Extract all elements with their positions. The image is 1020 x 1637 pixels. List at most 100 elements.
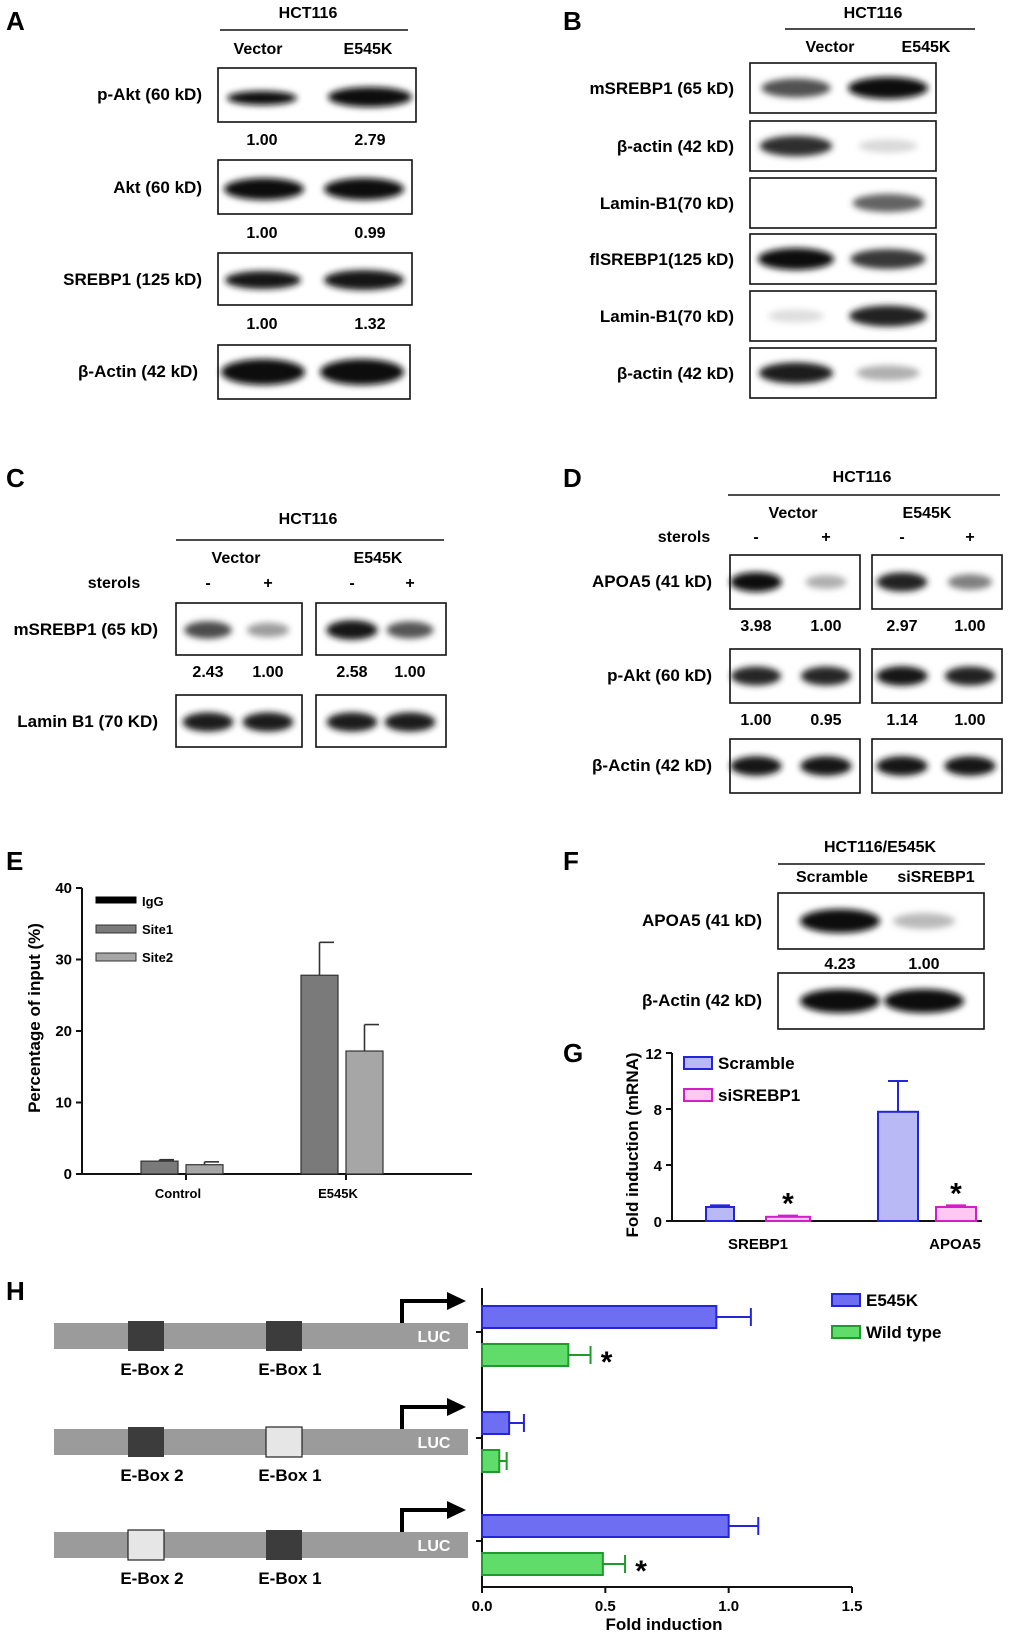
band: [884, 989, 964, 1013]
panel-h-chart: Fold induction 0.0 0.5 1.0 1.5 E-Box 2 E-Box …: [54, 1288, 941, 1634]
panel-e-legend-label: Site1: [142, 922, 173, 937]
e-box-2-label: E-Box 2: [120, 1466, 183, 1485]
panel-h-x-tick-label: 0.0: [472, 1598, 493, 1615]
luc-label: LUC: [418, 1435, 451, 1452]
band: [761, 78, 831, 98]
panel-a-lane-vector: Vector: [234, 41, 283, 58]
panel-f-lane-sisrebp1: siSREBP1: [897, 869, 974, 886]
promoter-construct: [54, 1429, 468, 1455]
panel-e-y-tick-label: 30: [55, 952, 72, 969]
band: [852, 193, 924, 213]
panel-g-y-tick-label: 8: [654, 1102, 662, 1119]
panel-d-quant: 1.00: [810, 618, 841, 635]
luc-label: LUC: [418, 1329, 451, 1346]
panel-a-quant-3a: 1.00: [246, 316, 277, 333]
panel-d-row-label: p-Akt (60 kD): [607, 666, 712, 685]
panel-e-chart: Percentage of input (%) 0 10 20 30 40 Control…: [25, 880, 472, 1201]
panel-d-lane-e545k: E545K: [903, 505, 952, 522]
panel-d-sterols-minus-1: -: [753, 529, 758, 546]
panel-d-quant: 1.00: [740, 712, 771, 729]
panel-a-quant-2b: 0.99: [354, 225, 385, 242]
e-box-1-intact: [266, 1530, 302, 1560]
promoter-construct: [54, 1323, 468, 1349]
panel-h-significance: *: [601, 1346, 613, 1379]
panel-d-lane-vector: Vector: [769, 505, 818, 522]
panel-letter-d: D: [563, 463, 582, 493]
band: [848, 77, 928, 99]
band: [320, 359, 404, 385]
promoter-arrow: [400, 1299, 450, 1323]
panel-b-row-label: mSREBP1 (65 kD): [589, 79, 734, 98]
band: [850, 248, 926, 270]
panel-d-blot: HCT116 Vector E545K sterols - + - +: [658, 469, 1000, 546]
panel-b-cell-line: HCT116: [844, 5, 903, 22]
panel-d-quant: 0.95: [810, 712, 841, 729]
band: [246, 622, 290, 638]
panel-f-lane-scramble: Scramble: [796, 869, 868, 886]
panel-a-quant-3b: 1.32: [354, 316, 385, 333]
band: [184, 621, 232, 639]
panel-a-row-label-1: p-Akt (60 kD): [97, 85, 202, 104]
panel-f-cell-line: HCT116/E545K: [824, 839, 937, 856]
panel-a-cell-line: HCT116: [279, 5, 338, 22]
band: [730, 756, 782, 776]
arrowhead-icon: [447, 1501, 466, 1519]
panel-g-chart: Fold induction (mRNA) 0 4 8 12 SREBP1 * APOA5 *…: [623, 1046, 982, 1253]
band: [758, 248, 834, 270]
panel-f-blot: HCT116/E545K Scramble siSREBP1: [778, 839, 985, 886]
panel-h-x-tick-label: 1.5: [842, 1598, 863, 1615]
e-box-1-intact: [266, 1321, 302, 1351]
e-box-1-mutated: [265, 1426, 303, 1458]
panel-h-bar: [481, 1411, 511, 1435]
band: [944, 666, 996, 686]
panel-f-rows: APOA5 (41 kD) 4.23 1.00 β-Actin (42 kD): [642, 892, 985, 1030]
panel-g-y-tick-label: 0: [654, 1214, 662, 1231]
panel-c-row-label: Lamin B1 (70 KD): [17, 712, 158, 731]
panel-e-y-tick-label: 40: [55, 880, 72, 897]
panel-d-sterols-minus-2: -: [899, 529, 904, 546]
panel-letter-f: F: [563, 846, 579, 876]
panel-h-legend-swatch: [831, 1293, 861, 1307]
panel-h-bar: [481, 1343, 570, 1367]
panel-h-legend-swatch: [831, 1325, 861, 1339]
panel-b-row-label: β-actin (42 kD): [617, 364, 734, 383]
panel-b-row-label: Lamin-B1(70 kD): [600, 307, 734, 326]
panel-c-quant: 1.00: [252, 664, 283, 681]
arrowhead-icon: [447, 1292, 466, 1310]
band: [328, 87, 412, 107]
panel-d-cell-line: HCT116: [833, 469, 892, 486]
band: [324, 270, 404, 290]
band: [947, 574, 993, 590]
panel-d-row-label: β-Actin (42 kD): [592, 756, 712, 775]
panel-a-row-label-3: SREBP1 (125 kD): [63, 270, 202, 289]
panel-b-lane-e545k: E545K: [902, 39, 951, 56]
e-box-2-label: E-Box 2: [120, 1569, 183, 1588]
band: [858, 139, 918, 153]
panel-b-lane-vector: Vector: [806, 39, 855, 56]
band: [876, 666, 928, 686]
panel-b-row-label: β-actin (42 kD): [617, 137, 734, 156]
panel-g-x-tick-label: APOA5: [929, 1236, 981, 1253]
panel-g-legend-label: siSREBP1: [718, 1086, 800, 1105]
promoter-arrow: [400, 1508, 450, 1532]
panel-g-significance: *: [950, 1177, 962, 1210]
band: [730, 666, 782, 686]
panel-a-row-label-4: β-Actin (42 kD): [78, 362, 198, 381]
e-box-2-intact: [128, 1321, 164, 1351]
panel-c-cell-line: HCT116: [279, 511, 338, 528]
panel-c-blot: HCT116 Vector E545K sterols - + - +: [88, 511, 444, 592]
panel-e-x-tick-label: E545K: [318, 1186, 358, 1201]
panel-b-row-label: Lamin-B1(70 kD): [600, 194, 734, 213]
e-box-2-label: E-Box 2: [120, 1360, 183, 1379]
band: [876, 572, 928, 592]
band: [768, 309, 824, 323]
e-box-2-mutated: [127, 1529, 165, 1561]
panel-h-bar: [481, 1305, 718, 1329]
e-box-2-intact: [128, 1427, 164, 1457]
panel-e-y-tick-label: 0: [64, 1166, 72, 1183]
panel-a-row-label-2: Akt (60 kD): [113, 178, 202, 197]
panel-c-quant: 2.43: [192, 664, 223, 681]
panel-letter-e: E: [6, 846, 23, 876]
panel-g-y-tick-label: 4: [654, 1158, 663, 1175]
panel-c-rows: mSREBP1 (65 kD) 2.43 1.00 2.58 1.00 Lamin B1 …: [13, 602, 447, 748]
